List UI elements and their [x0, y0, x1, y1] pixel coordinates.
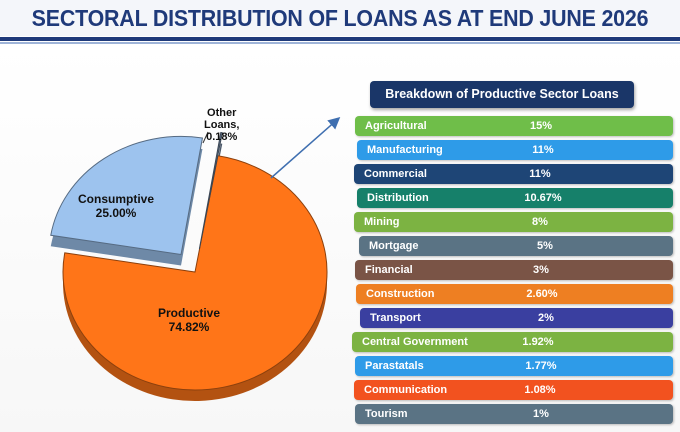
breakdown-row-transport: Transport 2%	[360, 308, 673, 328]
breakdown-row-tourism: Tourism 1%	[355, 404, 673, 424]
breakdown-row-construction: Construction 2.60%	[356, 284, 673, 304]
page-title: SECTORAL DISTRIBUTION OF LOANS AS AT END…	[31, 5, 649, 31]
breakdown-row-label: Communication	[364, 384, 448, 396]
breakdown-row-label: Commercial	[364, 168, 427, 180]
breakdown-row-commercial: Commercial 11%	[354, 164, 673, 184]
other-loans-slice	[198, 131, 223, 250]
breakdown-row-label: Tourism	[365, 408, 408, 420]
breakdown-row-value: 10.67%	[524, 192, 562, 204]
breakdown-title: Breakdown of Productive Sector Loans	[370, 81, 634, 108]
consumptive-label: Consumptive 25.00%	[78, 192, 154, 220]
breakdown-row-value: 2%	[538, 312, 554, 324]
productive-value: 74.82%	[168, 320, 210, 334]
breakdown-row-distribution: Distribution 10.67%	[357, 188, 673, 208]
breakdown-arrow	[270, 117, 341, 179]
breakdown-row-label: Financial	[365, 264, 413, 276]
breakdown-row-label: Construction	[366, 288, 435, 300]
other-loans-name-line1: Other	[207, 107, 237, 119]
breakdown-row-value: 1.08%	[524, 384, 556, 396]
breakdown-row-label: Manufacturing	[367, 144, 443, 156]
productive-slice	[62, 155, 328, 391]
breakdown-row-value: 1.92%	[522, 336, 554, 348]
breakdown-row-label: Mining	[364, 216, 400, 228]
breakdown-row-communication: Communication 1.08%	[354, 380, 673, 400]
breakdown-row-label: Distribution	[367, 192, 429, 204]
breakdown-row-manufacturing: Manufacturing 11%	[357, 140, 673, 160]
breakdown-row-value: 8%	[532, 216, 548, 228]
consumptive-slice	[50, 135, 204, 256]
productive-label: Productive 74.82%	[158, 306, 220, 334]
other-loans-label: Other Loans, 0.18%	[204, 107, 239, 143]
consumptive-name: Consumptive	[78, 192, 155, 206]
title-rule-light	[0, 42, 680, 44]
breakdown-row-value: 11%	[532, 144, 554, 156]
breakdown-row-value: 3%	[533, 264, 549, 276]
pie-chart	[50, 117, 341, 402]
breakdown-row-value: 5%	[537, 240, 553, 252]
breakdown-row-value: 11%	[529, 168, 551, 180]
breakdown-row-financial: Financial 3%	[355, 260, 673, 280]
breakdown-row-value: 1%	[533, 408, 549, 420]
other-loans-value: 0.18%	[206, 131, 238, 143]
breakdown-row-label: Mortgage	[369, 240, 419, 252]
other-loans-name-line2: Loans,	[204, 119, 240, 131]
breakdown-row-value: 1.77%	[525, 360, 557, 372]
breakdown-row-parastatals: Parastatals 1.77%	[355, 356, 673, 376]
breakdown-row-central-government: Central Government 1.92%	[352, 332, 673, 352]
consumptive-value: 25.00%	[95, 206, 137, 220]
breakdown-row-label: Parastatals	[365, 360, 424, 372]
breakdown-row-value: 15%	[529, 120, 553, 132]
breakdown-row-agricultural: Agricultural 15%	[355, 116, 673, 136]
title-bar	[0, 0, 680, 36]
breakdown-row-label: Transport	[370, 312, 421, 324]
other-loans-leader-line	[202, 131, 209, 144]
breakdown-row-mortgage: Mortgage 5%	[359, 236, 673, 256]
productive-name: Productive	[158, 306, 221, 320]
breakdown-row-label: Agricultural	[365, 120, 427, 132]
breakdown-row-label: Central Government	[362, 336, 468, 348]
title-rule	[0, 37, 680, 41]
breakdown-row-mining: Mining 8%	[354, 212, 673, 232]
breakdown-row-value: 2.60%	[526, 288, 558, 300]
